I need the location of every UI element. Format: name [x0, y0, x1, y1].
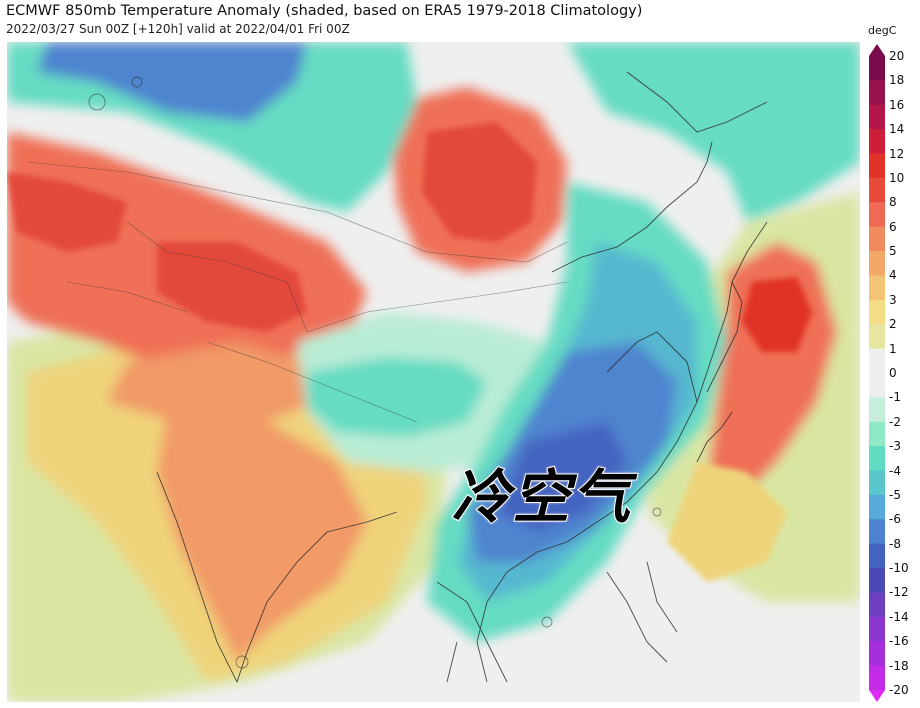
colorbar-band [869, 153, 885, 179]
border-russia [26, 161, 568, 263]
cool-anomaly-northeast [567, 42, 860, 222]
coastline-indochina [436, 581, 508, 683]
island-sri-lanka [235, 655, 249, 669]
borders [26, 161, 568, 423]
cold-air-label: 冷空气 [451, 462, 633, 532]
colorbar-tick-label: 2 [889, 317, 897, 332]
colorbar-band [869, 202, 885, 228]
island-taiwan [652, 507, 662, 517]
colorbar-band [869, 373, 885, 398]
colorbar-tick-label: 12 [889, 146, 905, 161]
warm-anomaly-tibet [107, 342, 317, 422]
colorbar-band [869, 446, 885, 472]
colorbar-tick-label: 4 [889, 268, 897, 283]
coastline-india [156, 471, 398, 684]
colorbar-band [869, 275, 885, 301]
colorbar-tick-label: -8 [889, 536, 901, 551]
colorbar [869, 44, 885, 702]
anomaly-cores [7, 122, 812, 582]
map-subtitle: 2022/03/27 Sun 00Z [+120h] valid at 2022… [6, 22, 350, 36]
colorbar-band [869, 56, 885, 81]
colorbar-tick-label: -14 [889, 609, 909, 624]
colorbar-tick-label: -5 [889, 487, 901, 502]
colorbar-band [869, 616, 885, 642]
lake-outline-2 [131, 76, 143, 88]
colorbar-band [869, 226, 885, 252]
anomaly-map: 冷空气 [7, 42, 860, 702]
map-title: ECMWF 850mb Temperature Anomaly (shaded,… [6, 3, 643, 19]
colorbar-max-arrow [869, 44, 885, 56]
colorbar-tick-label: 3 [889, 292, 897, 307]
colorbar-tick-label: -1 [889, 390, 901, 405]
hot-core-central [157, 242, 307, 332]
coastline-east-asia [476, 141, 768, 683]
islands [88, 76, 662, 669]
coastline-japan [696, 281, 743, 463]
colorbar-band [869, 519, 885, 545]
colorbar-band [869, 251, 885, 276]
warm-belt-south [667, 462, 787, 582]
colorbar-tick-label: 14 [889, 122, 905, 137]
hot-core-west [7, 172, 127, 252]
colorbar-band [869, 568, 885, 593]
cold-anomaly-northwest [37, 42, 307, 122]
colorbar-band [869, 421, 885, 447]
colorbar-tick-label: -6 [889, 512, 901, 527]
map-header: ECMWF 850mb Temperature Anomaly (shaded,… [6, 2, 846, 37]
hot-core-pacific [742, 277, 812, 352]
lake-outline-1 [88, 93, 106, 111]
colorbar-band [869, 80, 885, 106]
colorbar-tick-label: 20 [889, 49, 905, 63]
hot-core-siberia [422, 122, 537, 242]
colorbar-band [869, 665, 885, 691]
colorbar-tick-label: 1 [889, 341, 897, 356]
colorbar-tick-label: -2 [889, 414, 901, 429]
warm-anomaly-india [157, 412, 367, 662]
colorbar-unit: degC [868, 24, 897, 37]
colorbar-tick-label: 8 [889, 195, 897, 210]
coastline-sea-of-okhotsk [626, 71, 768, 133]
colorbar-tick-label: -20 [889, 683, 909, 697]
colorbar-tick-label: -18 [889, 658, 909, 673]
colorbar-band [869, 177, 885, 203]
colorbar-tick-label: -10 [889, 561, 909, 576]
colorbar-tick-label: -16 [889, 634, 909, 649]
colorbar-band [869, 348, 885, 374]
island-hainan [541, 616, 553, 628]
colorbar-band [869, 129, 885, 155]
coastlines [156, 71, 768, 684]
colorbar-band [869, 397, 885, 423]
colorbar-band [869, 104, 885, 130]
colorbar-min-arrow [869, 690, 885, 702]
colorbar-band [869, 299, 885, 325]
colorbar-tick-label: -12 [889, 585, 909, 600]
colorbar-tick-label: 0 [889, 366, 897, 380]
colorbar-band [869, 543, 885, 569]
colorbar-band [869, 592, 885, 618]
colorbar-tick-label: 5 [889, 244, 897, 259]
colorbar-tick-label: -3 [889, 439, 901, 454]
coastline-philippines [606, 561, 678, 663]
colorbar-band [869, 494, 885, 520]
colorbar-tick-label: 18 [889, 73, 905, 88]
border-china-mongolia [306, 281, 568, 333]
colorbar-tick-label: 10 [889, 170, 905, 185]
cool-anomaly-basin [307, 357, 487, 437]
colorbar-band [869, 641, 885, 667]
colorbar-tick-label: -4 [889, 463, 901, 478]
colorbar-tick-label: 6 [889, 219, 897, 234]
colorbar-band [869, 324, 885, 350]
cold-core-deep [497, 422, 627, 532]
colorbar-tick-label: 16 [889, 97, 905, 112]
border-central-asia [66, 221, 418, 423]
anomaly-field [7, 42, 860, 702]
colorbar-band [869, 470, 885, 496]
